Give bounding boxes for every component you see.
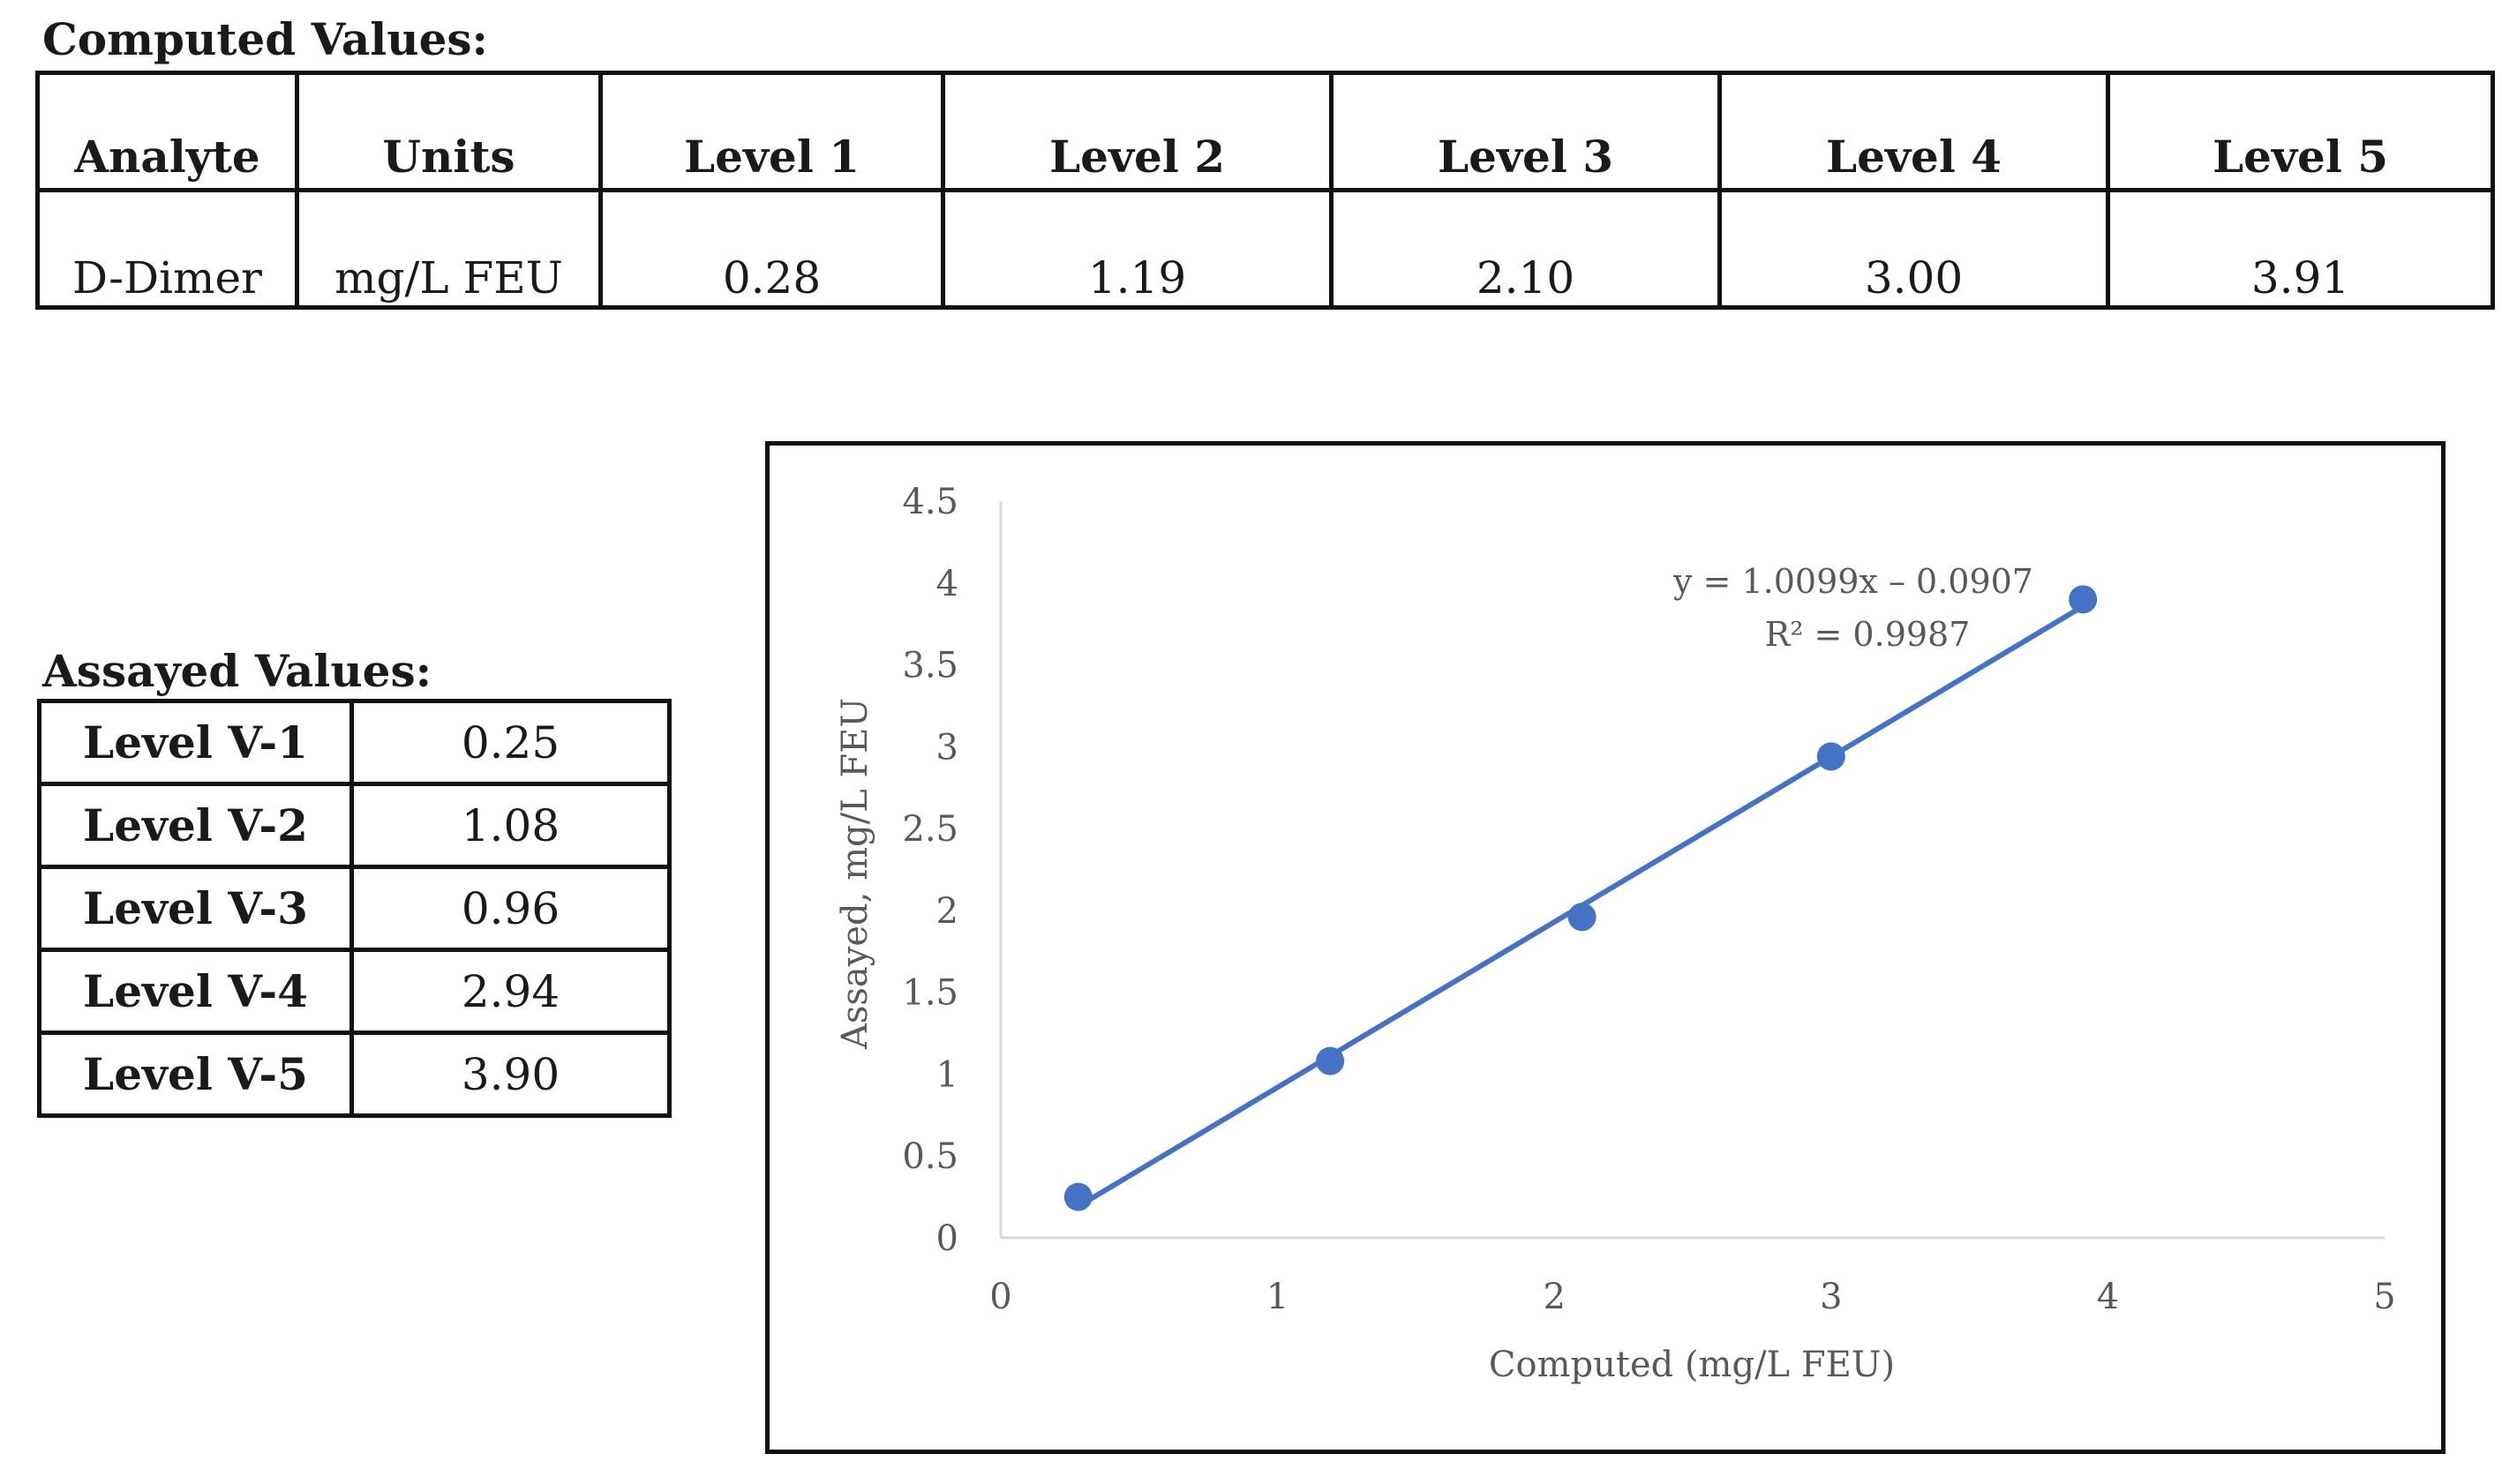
header-level-4: Level 4 (1717, 71, 2110, 192)
cell-analyte: D-Dimer (35, 188, 299, 310)
chart-frame: 0 0.5 1 1.5 2 2.5 3 3.5 4 4.5 0 1 2 3 4 5 y = 1.0099x –… (765, 441, 2446, 1454)
header-level-2: Level 2 (941, 71, 1334, 192)
trendline-r2: R² = 0.9987 (1765, 615, 1971, 654)
assayed-values-title: Assayed Values: (42, 645, 432, 697)
assayed-level-value: 0.96 (349, 865, 672, 952)
y-tick-label: 2.5 (902, 809, 958, 850)
x-axis-title: Computed (mg/L FEU) (1489, 1345, 1895, 1385)
cell-units: mg/L FEU (295, 188, 603, 310)
header-analyte: Analyte (35, 71, 299, 192)
x-tick-label: 3 (1820, 1277, 1842, 1317)
assayed-level-label: Level V-2 (37, 782, 354, 869)
y-tick-label: 4.5 (902, 482, 958, 522)
assayed-values-table: Level V-1 0.25 Level V-2 1.08 Level V-3 … (37, 699, 672, 1118)
data-point (1567, 903, 1597, 932)
data-point (1316, 1046, 1345, 1076)
x-tick-label: 1 (1266, 1277, 1289, 1317)
y-tick-label: 1.5 (902, 973, 958, 1014)
x-tick-label: 5 (2373, 1277, 2395, 1317)
x-tick-label: 2 (1543, 1277, 1565, 1317)
y-tick-label: 2 (936, 891, 958, 932)
header-level-3: Level 3 (1329, 71, 1722, 192)
assayed-level-value: 0.25 (349, 699, 672, 786)
assayed-level-value: 3.90 (349, 1031, 672, 1118)
cell-level-2: 1.19 (941, 188, 1334, 310)
cell-level-4: 3.00 (1717, 188, 2110, 310)
data-point (2069, 585, 2098, 614)
x-tick-label: 0 (989, 1277, 1011, 1317)
cell-level-1: 0.28 (598, 188, 945, 310)
assayed-level-value: 1.08 (349, 782, 672, 869)
y-tick-label: 4 (936, 564, 958, 604)
y-tick-label: 0.5 (902, 1136, 958, 1177)
y-axis-title: Assayed, mg/L FEU (835, 698, 875, 1050)
y-tick-label: 0 (936, 1218, 958, 1259)
data-point (1063, 1182, 1093, 1211)
assayed-level-value: 2.94 (349, 948, 672, 1035)
x-tick-label: 4 (2097, 1277, 2119, 1317)
data-point (1816, 742, 1845, 771)
y-tick-label: 3.5 (902, 646, 958, 686)
scatter-chart: 0 0.5 1 1.5 2 2.5 3 3.5 4 4.5 0 1 2 3 4 5 y = 1.0099x –… (835, 482, 2396, 1385)
assayed-level-label: Level V-4 (37, 948, 354, 1035)
assayed-level-label: Level V-5 (37, 1031, 354, 1118)
cell-level-3: 2.10 (1329, 188, 1722, 310)
header-units: Units (295, 71, 603, 192)
header-level-5: Level 5 (2106, 71, 2495, 192)
y-tick-label: 1 (936, 1054, 958, 1095)
trendline-equation: y = 1.0099x – 0.0907 (1672, 562, 2033, 601)
assayed-level-label: Level V-1 (37, 699, 354, 786)
assayed-level-label: Level V-3 (37, 865, 354, 952)
cell-level-5: 3.91 (2106, 188, 2495, 310)
computed-values-title: Computed Values: (42, 13, 489, 65)
computed-values-table: Analyte Units Level 1 Level 2 Level 3 Le… (35, 71, 2495, 310)
header-level-1: Level 1 (598, 71, 945, 192)
y-tick-label: 3 (936, 727, 958, 768)
